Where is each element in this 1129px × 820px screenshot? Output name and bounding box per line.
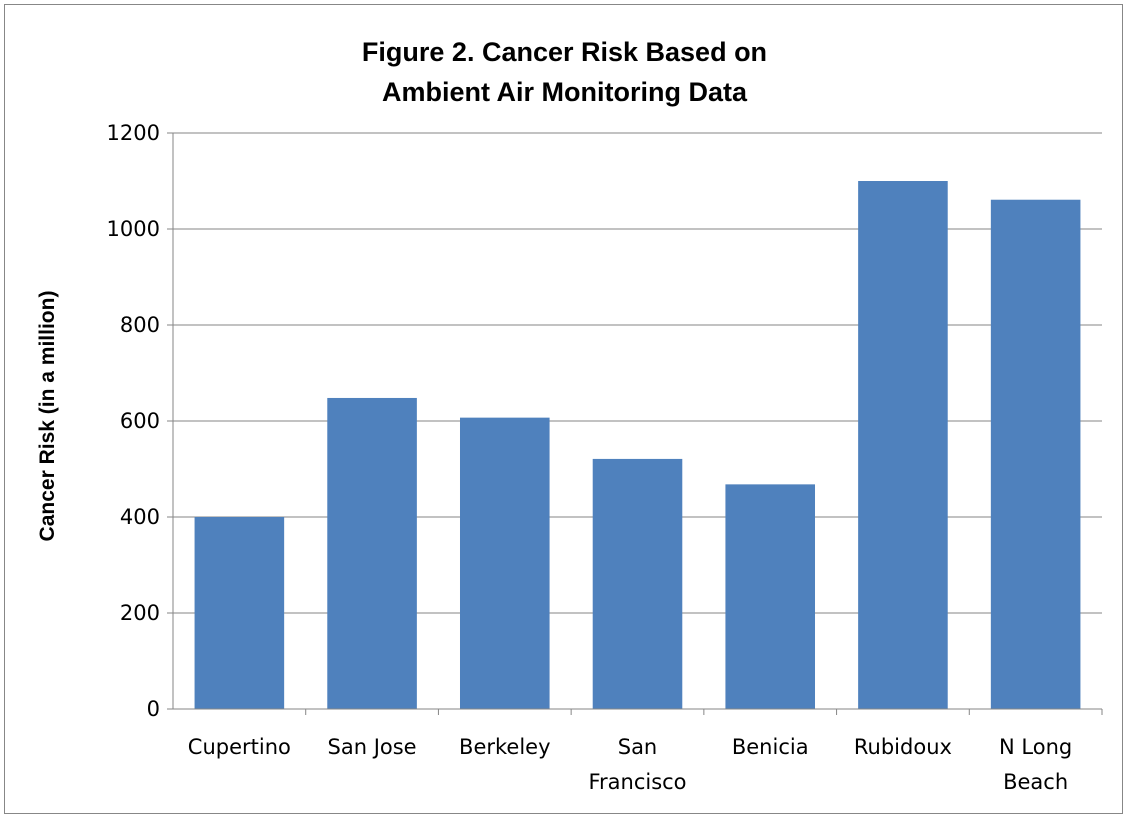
- bar: [990, 199, 1081, 709]
- y-axis-ticks: 0 200 400 600 800 1000 1200: [107, 121, 173, 721]
- x-category-label: N Long: [999, 735, 1072, 759]
- bar: [592, 458, 683, 709]
- y-tick-label: 800: [120, 313, 160, 337]
- bar: [194, 517, 285, 709]
- x-axis-categories: Cupertino San Jose Berkeley San Francisco Ben…: [188, 709, 1103, 794]
- x-category-label: Cupertino: [188, 735, 291, 759]
- x-category-label: Berkeley: [459, 735, 550, 759]
- y-tick-label: 0: [147, 697, 160, 721]
- x-category-label: Francisco: [588, 770, 686, 794]
- bar: [858, 181, 948, 709]
- y-axis-label: Cancer Risk (in a million): [36, 291, 59, 542]
- x-category-label: San: [618, 735, 658, 759]
- y-tick-label: 1200: [107, 121, 160, 145]
- bars: [194, 181, 1081, 709]
- x-category-label: Beach: [1003, 770, 1068, 794]
- y-tick-label: 400: [120, 505, 160, 529]
- y-tick-label: 600: [120, 409, 160, 433]
- bar: [725, 484, 816, 709]
- chart-title-line-1: Figure 2. Cancer Risk Based on: [361, 37, 768, 67]
- x-category-label: Rubidoux: [854, 735, 952, 759]
- chart-title-line-2: Ambient Air Monitoring Data: [382, 77, 747, 107]
- x-category-label: Benicia: [732, 735, 809, 759]
- x-category-label: San Jose: [328, 735, 417, 759]
- chart-title: Figure 2. Cancer Risk Based on Ambient A…: [0, 32, 1129, 112]
- bar: [327, 397, 417, 709]
- y-tick-label: 200: [120, 601, 160, 625]
- y-tick-label: 1000: [107, 217, 160, 241]
- bar: [459, 417, 550, 709]
